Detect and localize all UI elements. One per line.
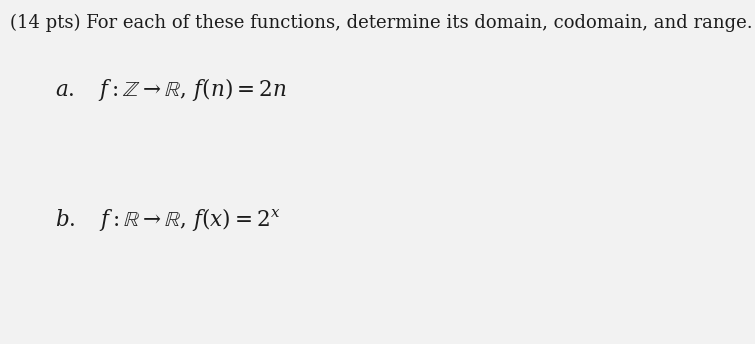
Text: $b. \quad f:\mathbb{R} \rightarrow \mathbb{R},\, f(x) = 2^x$: $b. \quad f:\mathbb{R} \rightarrow \math… [55, 206, 281, 233]
Text: $a. \quad f:\mathbb{Z} \rightarrow \mathbb{R},\, f(n) = 2n$: $a. \quad f:\mathbb{Z} \rightarrow \math… [55, 76, 287, 103]
Text: (14 pts) For each of these functions, determine its domain, codomain, and range.: (14 pts) For each of these functions, de… [10, 14, 753, 32]
